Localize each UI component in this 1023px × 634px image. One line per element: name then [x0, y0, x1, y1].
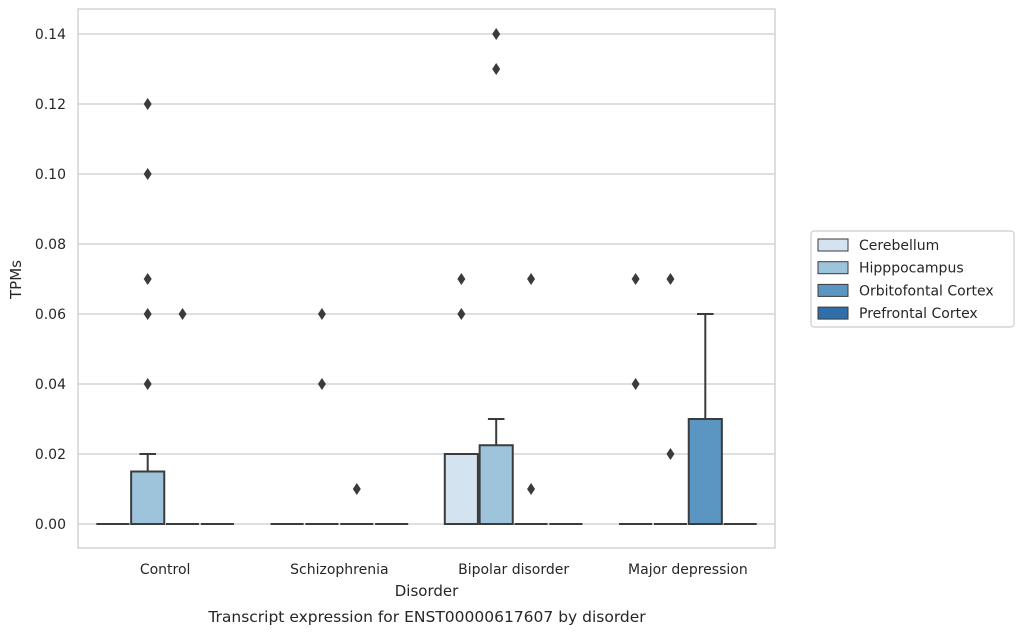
legend-label: Cerebellum — [859, 238, 939, 254]
legend-label: Prefrontal Cortex — [859, 306, 978, 322]
y-axis-label: TPMs — [7, 260, 25, 300]
outlier-point — [492, 63, 501, 75]
x-tick-label: Bipolar disorder — [458, 562, 569, 578]
outlier-point — [143, 273, 152, 285]
box-rect — [687, 418, 723, 525]
legend-item: Hipppocampus — [817, 261, 964, 277]
outlier-point — [457, 273, 466, 285]
outlier-point — [317, 378, 326, 390]
outliers — [143, 28, 675, 495]
legend-item: Prefrontal Cortex — [817, 306, 978, 322]
y-tick-label: 0.14 — [35, 27, 66, 43]
gridlines — [78, 33, 775, 525]
x-tick-label: Schizophrenia — [290, 562, 388, 578]
legend-swatch — [817, 283, 849, 297]
legend-label: Orbitofontal Cortex — [859, 283, 994, 299]
outlier-point — [666, 273, 675, 285]
outlier-point — [143, 98, 152, 110]
outlier-point — [457, 308, 466, 320]
y-tick-label: 0.00 — [35, 517, 66, 533]
x-tick-label: Control — [140, 562, 191, 578]
y-tick-label: 0.10 — [35, 167, 66, 183]
y-tick-label: 0.08 — [35, 237, 66, 253]
boxes — [96, 313, 757, 525]
chart-caption: Transcript expression for ENST0000061760… — [207, 608, 646, 626]
y-tick-label: 0.06 — [35, 307, 66, 323]
legend-swatch — [817, 261, 849, 275]
outlier-point — [143, 378, 152, 390]
outlier-point — [492, 28, 501, 40]
box-hipppocampus — [130, 453, 166, 525]
outlier-point — [666, 448, 675, 460]
box-orbitofontal-cortex — [687, 313, 723, 525]
legend: Cerebellum Hipppocampus Orbitofontal Corte… — [810, 230, 1015, 328]
outlier-point — [143, 168, 152, 180]
outlier-point — [527, 483, 536, 495]
outlier-point — [352, 483, 361, 495]
y-tick-label: 0.04 — [35, 377, 66, 393]
box-hipppocampus — [478, 418, 514, 525]
legend-frame — [810, 230, 1015, 328]
y-tick-label: 0.12 — [35, 97, 66, 113]
box-cerebellum — [443, 453, 479, 525]
box-rect — [443, 453, 479, 525]
legend-item: Cerebellum — [817, 238, 939, 254]
outlier-point — [317, 308, 326, 320]
legend-item: Orbitofontal Cortex — [817, 283, 994, 299]
y-tick-labels: 0.00 0.02 0.04 0.06 0.08 0.10 0.12 0.14 — [35, 27, 66, 533]
y-tick-label: 0.02 — [35, 447, 66, 463]
legend-swatch — [817, 238, 849, 252]
x-tick-labels: Control Schizophrenia Bipolar disorder Majo… — [140, 562, 748, 578]
legend-label: Hipppocampus — [859, 261, 964, 277]
outlier-point — [143, 308, 152, 320]
outlier-point — [631, 378, 640, 390]
plot-frame — [77, 8, 776, 549]
box-rect — [478, 444, 514, 525]
legend-swatch — [817, 306, 849, 320]
outlier-point — [631, 273, 640, 285]
x-tick-label: Major depression — [628, 562, 748, 578]
box-rect — [130, 470, 166, 525]
x-axis-label: Disorder — [395, 582, 459, 600]
outlier-point — [527, 273, 536, 285]
outlier-point — [178, 308, 187, 320]
